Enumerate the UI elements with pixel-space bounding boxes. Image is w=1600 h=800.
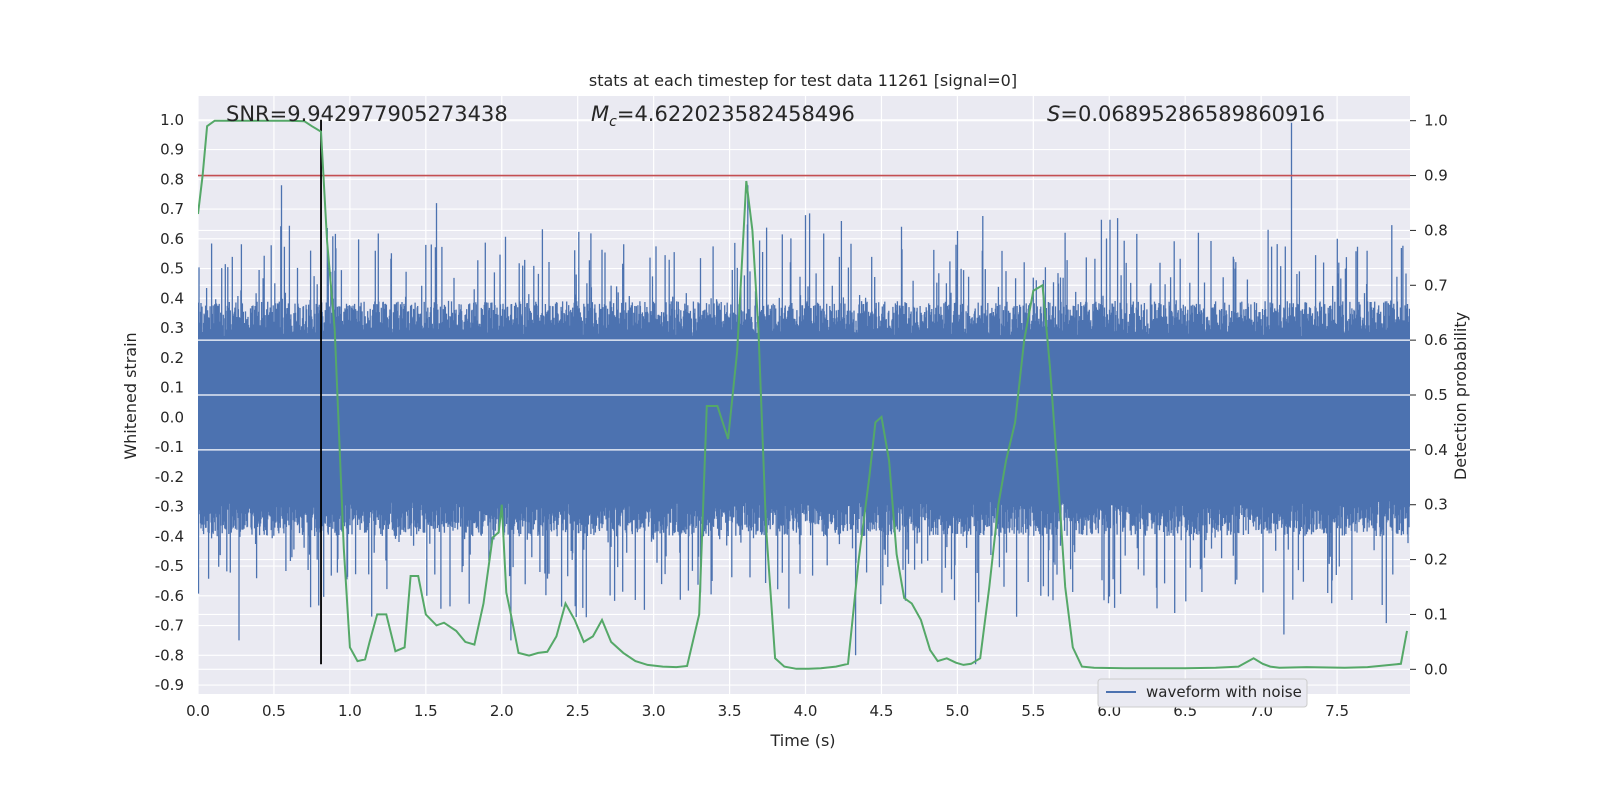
y-tick-label: -0.4 [155,527,184,545]
y2-tick-label: 0.1 [1424,605,1448,623]
x-axis-label: Time (s) [769,731,835,750]
y-tick-label: -0.3 [155,498,184,516]
y2-tick-label: 1.0 [1424,112,1448,130]
x-tick-label: 3.5 [718,702,742,720]
y2-tick-label: 0.0 [1424,660,1448,678]
y-tick-label: -0.6 [155,587,184,605]
y2-tick-label: 0.7 [1424,276,1448,294]
y-tick-label: 0.7 [160,200,184,218]
x-tick-label: 0.5 [262,702,286,720]
chart-title: stats at each timestep for test data 112… [589,71,1017,90]
x-tick-label: 4.0 [794,702,818,720]
s-annotation: S=0.06895286589860916 [1047,102,1325,126]
x-tick-label: 4.5 [870,702,894,720]
snr-value: 9.942977905273438 [287,102,507,126]
y2-tick-label: 0.2 [1424,551,1448,569]
mc-value: 4.622023582458496 [634,102,854,126]
y-tick-label: -0.7 [155,617,184,635]
s-symbol: S [1047,102,1060,126]
s-value: 0.06895286589860916 [1078,102,1325,126]
x-tick-label: 1.0 [338,702,362,720]
y-tick-label: 0.6 [160,230,184,248]
y-tick-label: -0.5 [155,557,184,575]
x-tick-label: 2.0 [490,702,514,720]
y-axis-label: Whitened strain [121,332,140,459]
y-tick-label: 0.4 [160,289,184,307]
detection-probability-line [198,119,1408,670]
y-tick-label: 0.2 [160,349,184,367]
y2-tick-label: 0.3 [1424,496,1448,514]
y2-axis: 0.0 0.1 0.2 0.3 0.4 0.5 0.6 0.7 0.8 0.9 1.0 [1410,112,1448,678]
y-tick-label: 0.3 [160,319,184,337]
x-tick-label: 3.0 [642,702,666,720]
y-tick-label: 0.1 [160,379,184,397]
y-tick-label: 0.0 [160,408,184,426]
y2-tick-label: 0.8 [1424,221,1448,239]
y2-tick-label: 0.4 [1424,441,1448,459]
legend-box [1097,678,1308,708]
snr-label: SNR [226,102,270,126]
mc-subscript: c [609,114,617,130]
legend: waveform with noise [1097,678,1308,708]
legend-label: waveform with noise [1146,683,1302,701]
snr-annotation: SNR=9.942977905273438 [226,102,508,126]
x-tick-label: 1.5 [414,702,438,720]
y-tick-label: -0.2 [155,468,184,486]
y2-tick-label: 0.6 [1424,331,1448,349]
mc-symbol: M [591,102,609,126]
y-tick-label: 1.0 [160,111,184,129]
waveform-line [198,122,1410,665]
x-tick-label: 7.5 [1325,702,1349,720]
x-tick-label: 5.0 [945,702,969,720]
y2-axis-label: Detection probability [1451,312,1470,480]
y-tick-label: -0.8 [155,646,184,664]
y-tick-label: 0.9 [160,141,184,159]
y2-tick-label: 0.5 [1424,386,1448,404]
mc-annotation: Mc=4.622023582458496 [591,102,855,130]
waveform-series [198,122,1410,665]
y-tick-label: 0.8 [160,170,184,188]
x-tick-label: 5.5 [1021,702,1045,720]
y-tick-label: 0.5 [160,260,184,278]
x-tick-label: 2.5 [566,702,590,720]
x-tick-label: 0.0 [186,702,210,720]
y-tick-label: -0.9 [155,676,184,694]
y2-tick-label: 0.9 [1424,167,1448,185]
y-axis: -0.9 -0.8 -0.7 -0.6 -0.5 -0.4 -0.3 -0.2 -0.1 0.0 0… [155,111,184,694]
y-tick-label: -0.1 [155,438,184,456]
